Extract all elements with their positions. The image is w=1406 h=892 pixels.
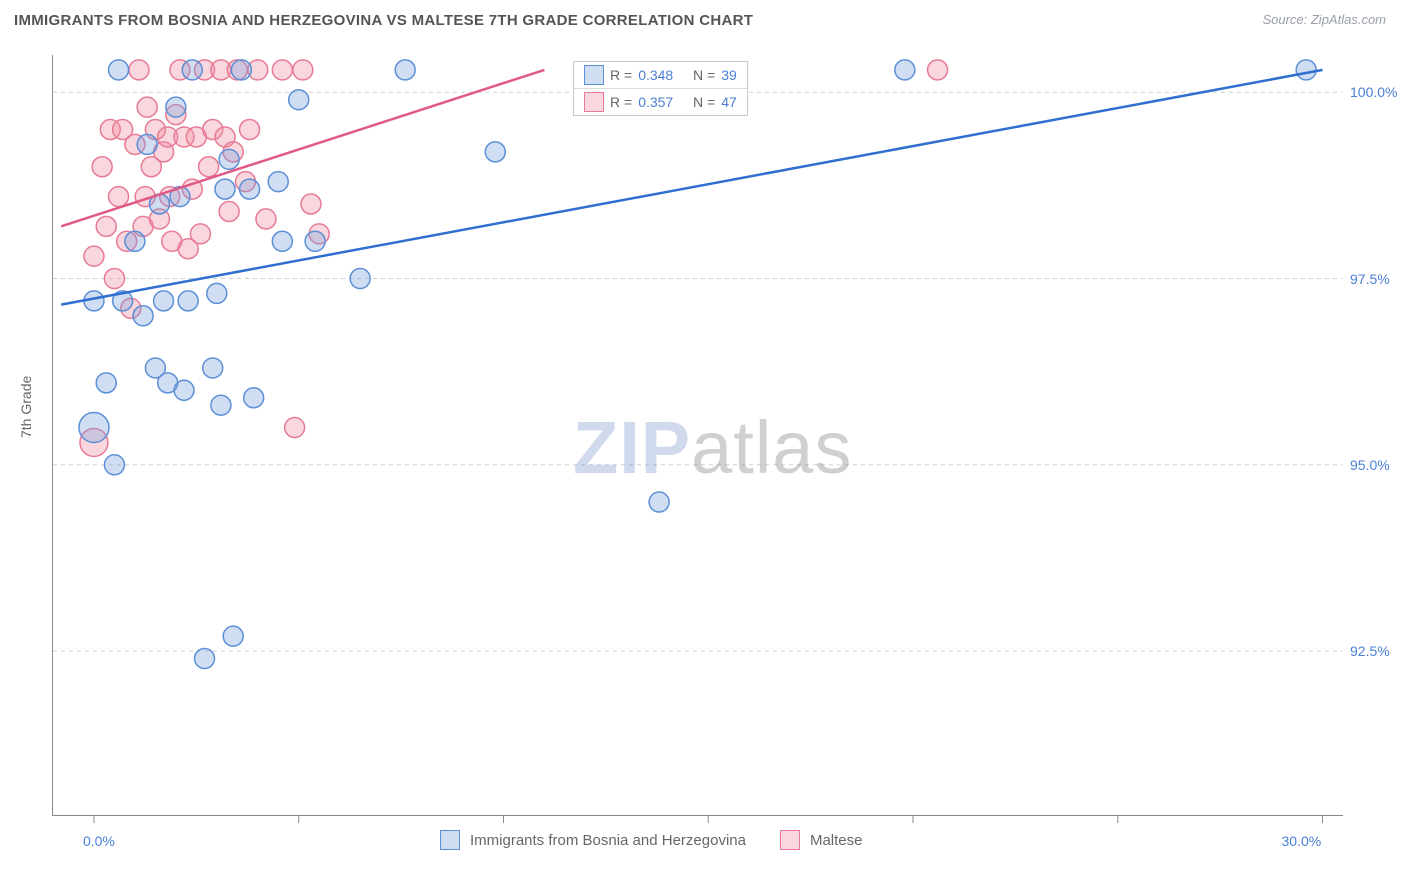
data-point-series2[interactable] <box>219 201 239 221</box>
data-point-series2[interactable] <box>96 216 116 236</box>
r-label: R = <box>610 67 632 83</box>
legend-correlation-row: R = 0.348 N = 39 <box>574 62 747 89</box>
legend-correlation-row: R = 0.357 N = 47 <box>574 89 747 115</box>
data-point-series1[interactable] <box>219 149 239 169</box>
data-point-series1[interactable] <box>133 306 153 326</box>
x-tick-label: 30.0% <box>1282 833 1322 849</box>
data-point-series2[interactable] <box>199 157 219 177</box>
legend-correlation-box: R = 0.348 N = 39 R = 0.357 N = 47 <box>573 61 748 116</box>
y-tick-label: 95.0% <box>1350 457 1390 473</box>
data-point-series1[interactable] <box>223 626 243 646</box>
data-point-series2[interactable] <box>240 120 260 140</box>
data-point-series1[interactable] <box>272 231 292 251</box>
data-point-series1[interactable] <box>305 231 325 251</box>
data-point-series1[interactable] <box>395 60 415 80</box>
legend-series-label: Immigrants from Bosnia and Herzegovina <box>470 832 746 849</box>
chart-title: IMMIGRANTS FROM BOSNIA AND HERZEGOVINA V… <box>14 12 753 29</box>
y-axis-label: 7th Grade <box>18 376 34 438</box>
r-value: 0.348 <box>638 67 673 83</box>
r-label: R = <box>610 94 632 110</box>
source-attribution: Source: ZipAtlas.com <box>1262 12 1386 27</box>
data-point-series2[interactable] <box>92 157 112 177</box>
data-point-series2[interactable] <box>301 194 321 214</box>
legend-series-label: Maltese <box>810 832 863 849</box>
data-point-series2[interactable] <box>137 97 157 117</box>
data-point-series2[interactable] <box>84 246 104 266</box>
data-point-series1[interactable] <box>649 492 669 512</box>
data-point-series1[interactable] <box>268 172 288 192</box>
data-point-series1[interactable] <box>174 380 194 400</box>
data-point-series1[interactable] <box>350 269 370 289</box>
swatch-series1-icon <box>584 65 604 85</box>
data-point-series1[interactable] <box>178 291 198 311</box>
data-point-series2[interactable] <box>272 60 292 80</box>
data-point-series2[interactable] <box>928 60 948 80</box>
y-tick-label: 92.5% <box>1350 643 1390 659</box>
data-point-series1[interactable] <box>244 388 264 408</box>
data-point-series1[interactable] <box>240 179 260 199</box>
data-point-series1[interactable] <box>125 231 145 251</box>
data-point-series1[interactable] <box>96 373 116 393</box>
legend-series: Immigrants from Bosnia and Herzegovina Ma… <box>440 830 887 850</box>
data-point-series2[interactable] <box>285 418 305 438</box>
plot-svg <box>53 55 1343 815</box>
x-tick-label: 0.0% <box>83 833 115 849</box>
y-tick-label: 97.5% <box>1350 271 1390 287</box>
data-point-series2[interactable] <box>104 269 124 289</box>
data-point-series1[interactable] <box>109 60 129 80</box>
data-point-series2[interactable] <box>129 60 149 80</box>
y-tick-label: 100.0% <box>1350 84 1397 100</box>
r-value: 0.357 <box>638 94 673 110</box>
data-point-series1[interactable] <box>203 358 223 378</box>
chart-container: IMMIGRANTS FROM BOSNIA AND HERZEGOVINA V… <box>0 0 1406 892</box>
n-label: N = <box>693 94 715 110</box>
n-label: N = <box>693 67 715 83</box>
data-point-series1[interactable] <box>195 649 215 669</box>
title-bar: IMMIGRANTS FROM BOSNIA AND HERZEGOVINA V… <box>14 12 1392 34</box>
data-point-series1[interactable] <box>166 97 186 117</box>
data-point-series2[interactable] <box>256 209 276 229</box>
swatch-series2-icon <box>584 92 604 112</box>
swatch-series1-icon <box>440 830 460 850</box>
data-point-series1[interactable] <box>154 291 174 311</box>
data-point-series1[interactable] <box>79 413 109 443</box>
data-point-series1[interactable] <box>1296 60 1316 80</box>
data-point-series1[interactable] <box>211 395 231 415</box>
data-point-series1[interactable] <box>895 60 915 80</box>
n-value: 39 <box>721 67 737 83</box>
n-value: 47 <box>721 94 737 110</box>
data-point-series1[interactable] <box>215 179 235 199</box>
data-point-series1[interactable] <box>182 60 202 80</box>
data-point-series2[interactable] <box>293 60 313 80</box>
plot-area: ZIPatlas R = 0.348 N = 39 R = 0.357 N = … <box>52 55 1343 816</box>
data-point-series1[interactable] <box>231 60 251 80</box>
data-point-series2[interactable] <box>190 224 210 244</box>
data-point-series1[interactable] <box>485 142 505 162</box>
data-point-series2[interactable] <box>109 187 129 207</box>
data-point-series1[interactable] <box>104 455 124 475</box>
swatch-series2-icon <box>780 830 800 850</box>
data-point-series1[interactable] <box>207 283 227 303</box>
data-point-series1[interactable] <box>289 90 309 110</box>
data-point-series1[interactable] <box>137 134 157 154</box>
